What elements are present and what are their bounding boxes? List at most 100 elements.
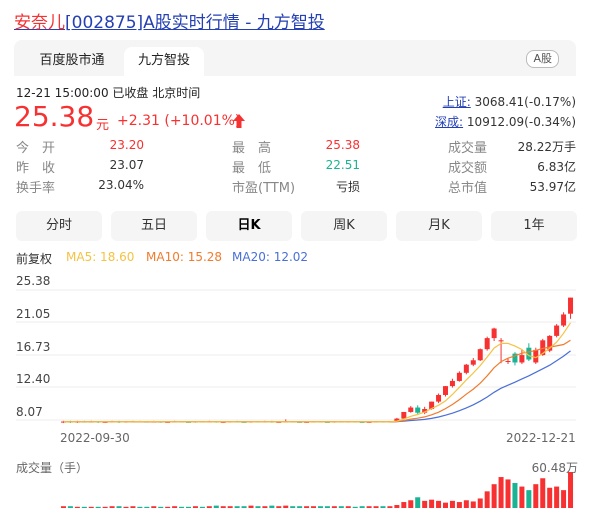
candle-body xyxy=(463,364,469,373)
adjust-label[interactable]: 前复权 xyxy=(16,252,53,266)
volume-bar xyxy=(526,490,532,508)
stat-value: 23.07 xyxy=(109,158,144,172)
candle-body xyxy=(151,421,157,423)
volume-bar xyxy=(449,500,455,508)
candle-body xyxy=(324,421,330,423)
candle-body xyxy=(130,421,136,423)
index-name[interactable]: 深成: xyxy=(435,115,464,129)
volume-bar xyxy=(116,506,122,508)
period-tab[interactable]: 周K xyxy=(301,211,387,241)
candle-body xyxy=(283,421,289,423)
stat-label: 昨 收 xyxy=(16,161,56,176)
stat-value: 25.38 xyxy=(325,138,360,152)
stat-value: 28.22万手 xyxy=(517,140,576,154)
stat-value: 22.51 xyxy=(325,158,360,172)
volume-bar xyxy=(95,506,101,508)
tab-baidu-gushitong[interactable]: 百度股市通 xyxy=(22,47,122,76)
volume-bar xyxy=(505,479,511,508)
volume-bar xyxy=(387,506,393,508)
candle-body xyxy=(123,421,129,423)
candle-body xyxy=(199,421,205,423)
candle-body xyxy=(317,421,323,423)
index-shenzhen[interactable]: 深成: 10912.09(-0.34%) xyxy=(435,113,576,130)
tab-label: 百度股市通 xyxy=(39,53,105,68)
candle-body xyxy=(95,421,101,423)
volume-bar xyxy=(206,506,212,508)
period-tab[interactable]: 日K xyxy=(206,211,292,241)
index-value: 3068.41(-0.17%) xyxy=(474,95,576,109)
volume-bar xyxy=(401,502,407,508)
stat-label: 最 低 xyxy=(232,161,272,176)
candle-body xyxy=(269,421,275,423)
ma10-line xyxy=(63,339,571,423)
volume-bar xyxy=(429,499,435,508)
title-rest: [002875]A股实时行情 - 九方智投 xyxy=(65,13,325,33)
index-shanghai[interactable]: 上证: 3068.41(-0.17%) xyxy=(443,93,576,110)
x-label-end: 2022-12-21 xyxy=(506,431,576,445)
volume-bar xyxy=(297,506,303,508)
volume-bar xyxy=(380,506,386,508)
period-tab[interactable]: 月K xyxy=(396,211,482,241)
volume-bar xyxy=(199,506,205,508)
volume-bar xyxy=(422,500,428,508)
volume-bar xyxy=(123,506,129,508)
volume-max: 60.48万 xyxy=(531,461,578,475)
volume-bar xyxy=(290,506,296,508)
volume-bar xyxy=(512,483,518,508)
candle-body xyxy=(568,297,574,314)
volume-bar xyxy=(269,505,275,508)
volume-bar xyxy=(561,490,567,508)
tab-jiufang[interactable]: 九方智投 xyxy=(124,47,204,76)
candle-body xyxy=(380,421,386,423)
volume-bar xyxy=(491,484,497,508)
volume-bar xyxy=(102,506,108,508)
current-price: 25.38 xyxy=(14,100,95,133)
candle-body xyxy=(116,421,122,423)
volume-bar xyxy=(352,506,358,508)
volume-bar xyxy=(67,506,73,508)
y-tick-label: 8.07 xyxy=(16,405,43,419)
quote-time: 12-21 15:00:00 已收盘 北京时间 xyxy=(16,86,201,100)
ma5-legend: MA5: 18.60 xyxy=(66,250,135,264)
volume-bar xyxy=(185,506,192,508)
candle-body xyxy=(533,349,539,363)
index-name[interactable]: 上证: xyxy=(442,95,471,109)
stat-label: 今 开 xyxy=(16,141,56,156)
y-tick-label: 21.05 xyxy=(16,307,51,321)
candle-body xyxy=(345,421,351,423)
candle-body xyxy=(304,421,310,423)
stat-value: 亏损 xyxy=(335,180,360,194)
page-title[interactable]: 安奈儿[002875]A股实时行情 - 九方智投 xyxy=(14,8,325,33)
candle-body xyxy=(60,421,66,423)
candle-body xyxy=(67,421,73,423)
candle-body xyxy=(519,355,525,363)
index-value: 10912.09(-0.34%) xyxy=(466,115,576,129)
candle-body xyxy=(338,421,344,423)
volume-bar xyxy=(130,506,136,508)
volume-bar xyxy=(227,506,233,508)
volume-bar xyxy=(304,506,310,508)
candle-body xyxy=(234,421,240,423)
period-tab[interactable]: 1年 xyxy=(491,211,577,241)
stat-value: 23.04% xyxy=(98,178,144,192)
candle-body xyxy=(547,335,553,351)
ma20-legend: MA20: 12.02 xyxy=(232,250,309,264)
market-badge[interactable]: A股 xyxy=(526,50,559,68)
candle-body xyxy=(540,340,546,356)
candle-body xyxy=(81,421,87,423)
candle-body xyxy=(436,394,442,402)
period-tab[interactable]: 分时 xyxy=(16,211,102,241)
stat-label: 成交量 xyxy=(448,141,488,156)
volume-bar xyxy=(366,506,372,508)
candle-body xyxy=(477,349,483,361)
ma20-line xyxy=(63,350,571,423)
candle-body xyxy=(192,421,198,423)
period-tab[interactable]: 五日 xyxy=(111,211,197,241)
stat-value: 6.83亿 xyxy=(537,160,576,174)
volume-bar xyxy=(255,506,261,508)
candle-body xyxy=(276,421,282,423)
candle-body xyxy=(373,421,379,423)
volume-bar xyxy=(484,491,490,508)
volume-bar xyxy=(172,506,178,508)
volume-bar xyxy=(234,506,240,508)
